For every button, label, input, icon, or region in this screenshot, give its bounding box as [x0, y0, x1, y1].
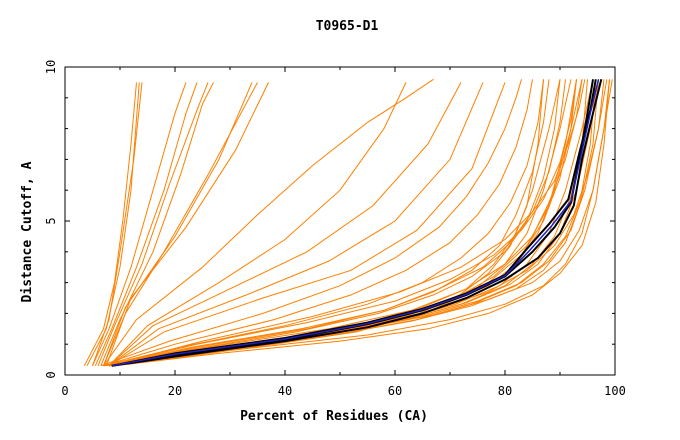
- model-curve-0: [83, 82, 137, 367]
- x-tick-label: 40: [278, 384, 292, 398]
- highlight-curve-black-0: [111, 79, 594, 367]
- model-curve-35: [108, 79, 586, 367]
- model-curve-5: [97, 82, 209, 366]
- model-curve-8: [103, 82, 253, 366]
- model-curve-16: [108, 79, 572, 367]
- y-tick-label: 10: [44, 60, 58, 74]
- model-curve-39: [108, 79, 583, 367]
- y-axis-ticks: 0 5 10: [44, 60, 615, 379]
- x-tick-label: 100: [604, 384, 626, 398]
- y-tick-label: 0: [44, 371, 58, 378]
- model-curve-4: [94, 82, 198, 367]
- model-curve-38: [108, 79, 577, 367]
- model-curve-37: [114, 79, 610, 367]
- model-curve-17: [108, 79, 583, 367]
- x-tick-label: 20: [168, 384, 182, 398]
- highlight-curve-black-2: [111, 79, 603, 367]
- model-curve-3: [92, 82, 187, 367]
- model-curve-23: [108, 79, 550, 367]
- model-curve-25: [103, 79, 544, 367]
- model-curve-27: [100, 79, 522, 367]
- model-curve-34: [108, 79, 577, 367]
- model-curve-10: [103, 78, 434, 367]
- x-tick-label: 0: [61, 384, 68, 398]
- highlight-curve-blue-3: [111, 79, 600, 367]
- model-curve-26: [103, 79, 533, 367]
- x-tick-label: 80: [498, 384, 512, 398]
- background-series-group: [83, 78, 613, 367]
- model-curve-2: [92, 82, 143, 366]
- model-curve-11: [108, 82, 407, 367]
- model-curve-21: [108, 79, 613, 367]
- model-curve-24: [103, 79, 561, 367]
- model-curve-30: [108, 79, 597, 367]
- model-curve-9: [105, 82, 269, 366]
- x-axis-ticks: 0 20 40 60 80 100: [61, 67, 626, 398]
- model-curve-1: [86, 82, 140, 367]
- model-curve-33: [108, 79, 566, 367]
- highlight-series-group: [111, 79, 603, 367]
- model-curve-13: [108, 82, 484, 367]
- x-axis-label: Percent of Residues (CA): [240, 409, 428, 424]
- model-curve-6: [100, 82, 214, 366]
- model-curve-14: [108, 82, 506, 367]
- y-tick-label: 5: [44, 217, 58, 224]
- chart-title: T0965-D1: [316, 19, 379, 34]
- x-tick-label: 60: [388, 384, 402, 398]
- model-curve-12: [108, 82, 462, 367]
- y-axis-label: Distance Cutoff, A: [20, 161, 35, 302]
